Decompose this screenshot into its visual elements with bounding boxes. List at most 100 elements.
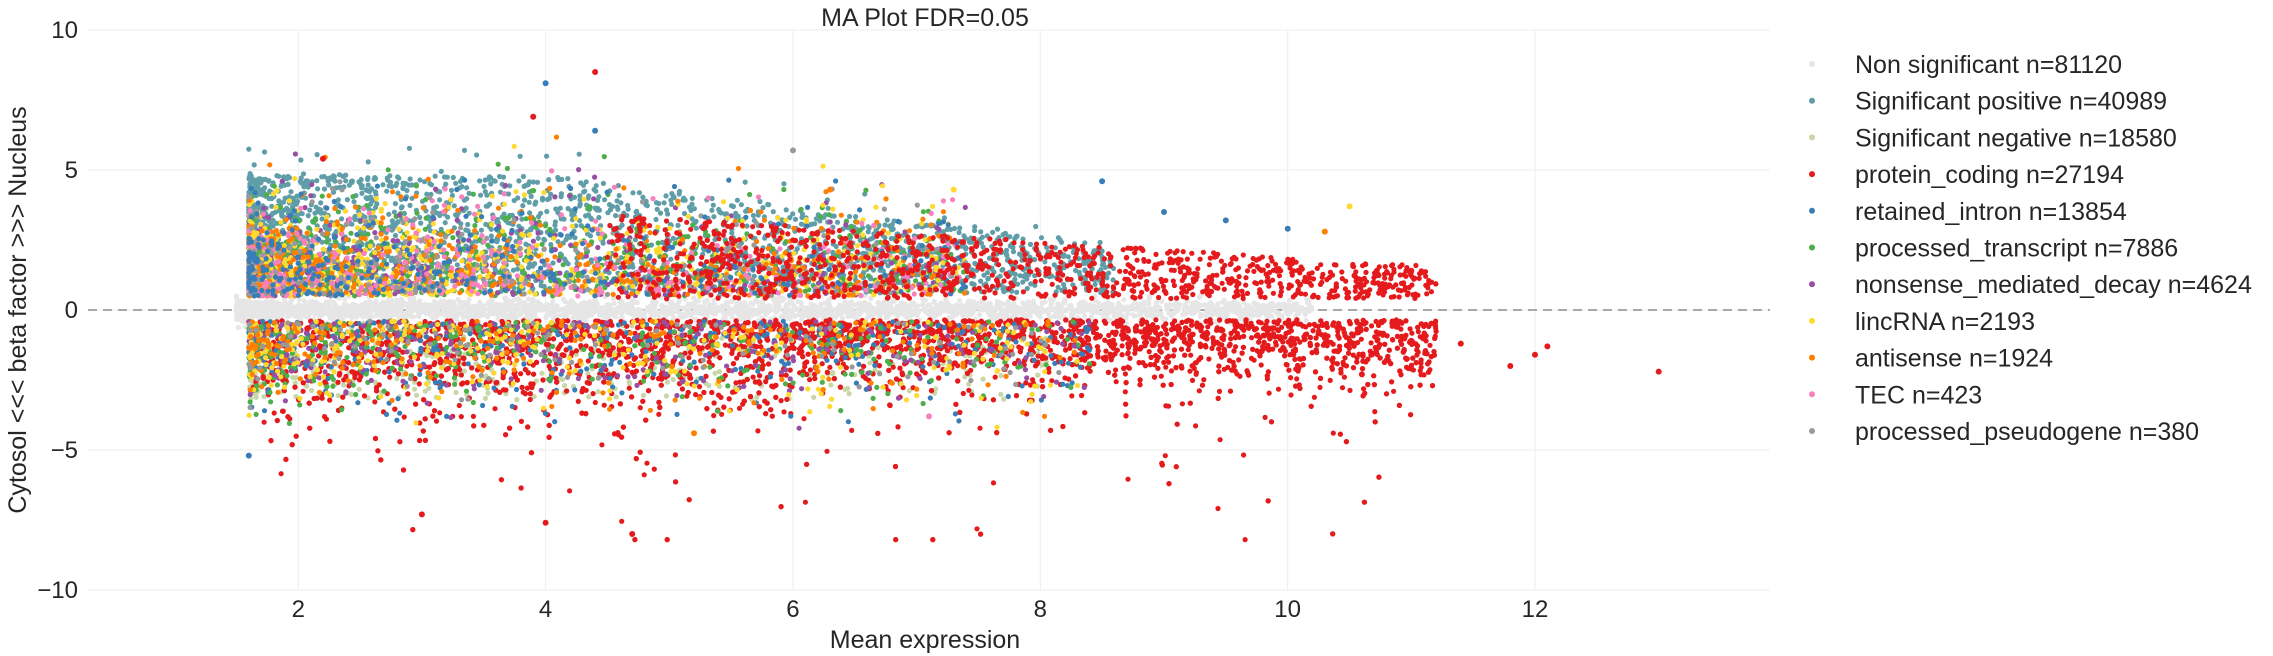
point-nonsignificant — [367, 314, 373, 320]
point-nonsignificant — [1158, 311, 1164, 317]
point-significant-positive — [546, 177, 552, 183]
point-nonsignificant — [239, 312, 245, 318]
point-nonsignificant — [1190, 307, 1196, 313]
point-significant-positive — [349, 221, 355, 227]
point-nonsignificant — [1302, 312, 1308, 318]
point-nonsignificant — [411, 295, 417, 301]
point-nonsignificant — [675, 301, 681, 307]
point-nonsignificant — [346, 308, 353, 314]
point-nonsignificant — [749, 301, 756, 307]
point-nonsignificant — [988, 306, 995, 312]
point-nonsignificant — [838, 308, 845, 314]
point-significant-positive — [825, 205, 831, 211]
point-nonsignificant — [312, 305, 318, 311]
point-nonsignificant — [585, 303, 592, 309]
point-nonsignificant — [693, 303, 699, 309]
point-significant-positive — [432, 173, 438, 179]
point-significant-positive — [464, 196, 470, 202]
point-significant-positive — [614, 204, 620, 210]
point-cloud — [233, 134, 1439, 543]
point-nonsignificant — [1092, 304, 1098, 310]
point-nonsignificant — [790, 311, 796, 317]
point-nonsignificant — [1081, 309, 1087, 315]
point-nonsignificant — [1082, 313, 1088, 319]
point-significant-positive — [630, 190, 636, 196]
point-significant-positive — [261, 149, 268, 155]
point-nonsignificant — [1159, 298, 1165, 304]
point-significant-positive — [553, 206, 559, 212]
point-significant-positive — [833, 243, 839, 250]
point-nonsignificant — [723, 312, 729, 318]
point-significant-positive — [962, 244, 968, 250]
point-significant-positive — [544, 153, 550, 159]
point-significant-positive — [400, 184, 406, 190]
point-nonsignificant — [693, 298, 699, 305]
point-nonsignificant — [775, 306, 781, 312]
point-significant-positive — [582, 188, 588, 194]
point-significant-positive — [1010, 249, 1017, 255]
point-nonsignificant — [957, 298, 963, 304]
point-significant-positive — [252, 181, 258, 187]
point-significant-positive — [305, 213, 311, 219]
point-nonsignificant — [261, 312, 267, 318]
point-nonsignificant — [367, 302, 373, 308]
point-nonsignificant — [1132, 300, 1138, 306]
point-nonsignificant — [1266, 313, 1272, 319]
point-significant-positive — [418, 220, 424, 226]
point-nonsignificant — [746, 314, 753, 321]
point-significant-positive — [846, 213, 853, 220]
point-nonsignificant — [754, 299, 761, 305]
point-nonsignificant — [925, 309, 931, 315]
point-nonsignificant — [1281, 305, 1287, 311]
point-nonsignificant — [1185, 307, 1191, 313]
point-nonsignificant — [482, 306, 488, 312]
point-nonsignificant — [707, 309, 714, 315]
point-significant-positive — [609, 203, 616, 210]
point-nonsignificant — [235, 324, 241, 331]
point-nonsignificant — [574, 310, 580, 316]
point-nonsignificant — [950, 310, 957, 316]
point-significant-positive — [710, 202, 716, 208]
point-nonsignificant — [663, 305, 669, 311]
point-nonsignificant — [1215, 301, 1221, 307]
point-significant-positive — [392, 232, 399, 239]
point-significant-positive — [464, 185, 470, 191]
point-significant-positive — [957, 225, 963, 231]
point-nonsignificant — [700, 306, 706, 313]
point-nonsignificant — [567, 307, 573, 313]
point-nonsignificant — [1197, 314, 1204, 320]
point-nonsignificant — [575, 306, 581, 312]
point-nonsignificant — [554, 308, 560, 314]
point-nonsignificant — [1296, 310, 1302, 316]
point-nonsignificant — [814, 311, 820, 317]
point-significant-positive — [332, 178, 338, 184]
point-nonsignificant — [649, 309, 655, 315]
point-nonsignificant — [1130, 312, 1136, 318]
point-significant-positive — [586, 193, 592, 199]
point-significant-positive — [630, 264, 636, 270]
point-nonsignificant — [1030, 298, 1036, 304]
point-nonsignificant — [1176, 305, 1182, 312]
point-significant-positive — [689, 195, 695, 201]
point-significant-positive — [257, 176, 263, 182]
point-significant-positive — [734, 197, 741, 203]
point-significant-positive — [978, 278, 984, 284]
point-significant-positive — [406, 145, 412, 151]
point-nonsignificant — [1053, 306, 1059, 312]
point-nonsignificant — [1058, 303, 1064, 309]
point-nonsignificant — [1196, 294, 1202, 300]
point-nonsignificant — [507, 298, 513, 304]
point-significant-positive — [352, 216, 358, 223]
point-significant-negative — [998, 391, 1004, 397]
point-significant-positive — [969, 280, 975, 287]
point-significant-positive — [544, 208, 550, 215]
point-nonsignificant — [823, 313, 829, 319]
point-significant-positive — [1051, 262, 1057, 268]
point-significant-positive — [830, 249, 836, 255]
point-significant-positive — [585, 212, 592, 218]
point-nonsignificant — [1136, 308, 1142, 314]
point-nonsignificant — [423, 305, 429, 311]
point-significant-positive — [680, 197, 686, 203]
point-nonsignificant — [976, 312, 983, 318]
